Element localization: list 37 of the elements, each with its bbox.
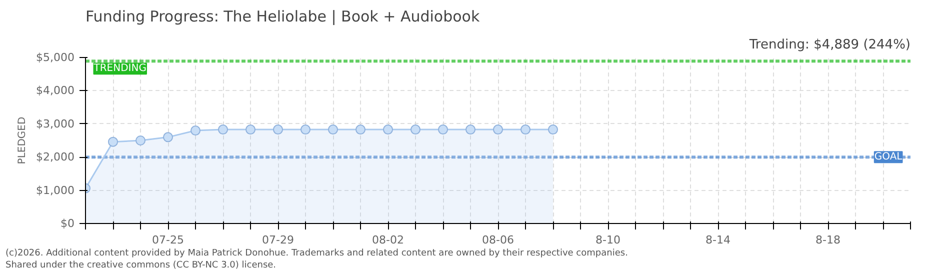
text: (c)2026. Additional content provided by Maia Patrick Donohue. Trademarks and related content are owned by their respective companies. — [6, 248, 628, 258]
x-tick-label: 07-25 — [152, 234, 184, 246]
y-tick-label: $2,000 — [36, 150, 75, 164]
point — [190, 126, 200, 136]
point — [548, 124, 558, 135]
point — [136, 136, 146, 146]
y-tick-label: $3,000 — [36, 117, 75, 130]
point — [108, 136, 118, 147]
point — [163, 132, 173, 142]
y-tick-label: $4,000 — [36, 84, 75, 98]
point — [273, 124, 283, 135]
ref-line-label: GOAL — [874, 152, 903, 163]
point — [438, 124, 448, 135]
point — [466, 124, 476, 135]
x-tick-label: 07-29 — [262, 234, 294, 246]
text: Trending: $4,889 (244%) — [748, 38, 910, 52]
x-tick-label: 08-06 — [482, 234, 514, 246]
point — [356, 124, 366, 135]
point — [383, 124, 393, 135]
point — [410, 124, 420, 135]
x-tick-label: 08-02 — [372, 234, 404, 246]
point — [493, 124, 503, 135]
x-tick-label: 8-18 — [816, 234, 840, 246]
x-tick-label: 8-10 — [596, 234, 620, 246]
y-axis-title: PLEDGED — [17, 116, 28, 164]
x-tick-label: 8-14 — [706, 234, 730, 246]
point — [328, 124, 338, 135]
point — [520, 124, 530, 135]
y-tick-label: $5,000 — [36, 51, 75, 64]
ref-line-label: TRENDING — [92, 63, 146, 74]
y-tick-label: $1,000 — [36, 184, 75, 197]
point — [300, 124, 310, 135]
chart-title: Funding Progress: The Heliolabe | Book + Audiobook — [86, 8, 480, 26]
point — [218, 124, 228, 135]
text: Shared under the creative commons (CC BY-NC 3.0) license. — [6, 260, 276, 270]
y-tick-label: $0 — [60, 217, 75, 230]
point — [246, 124, 256, 135]
